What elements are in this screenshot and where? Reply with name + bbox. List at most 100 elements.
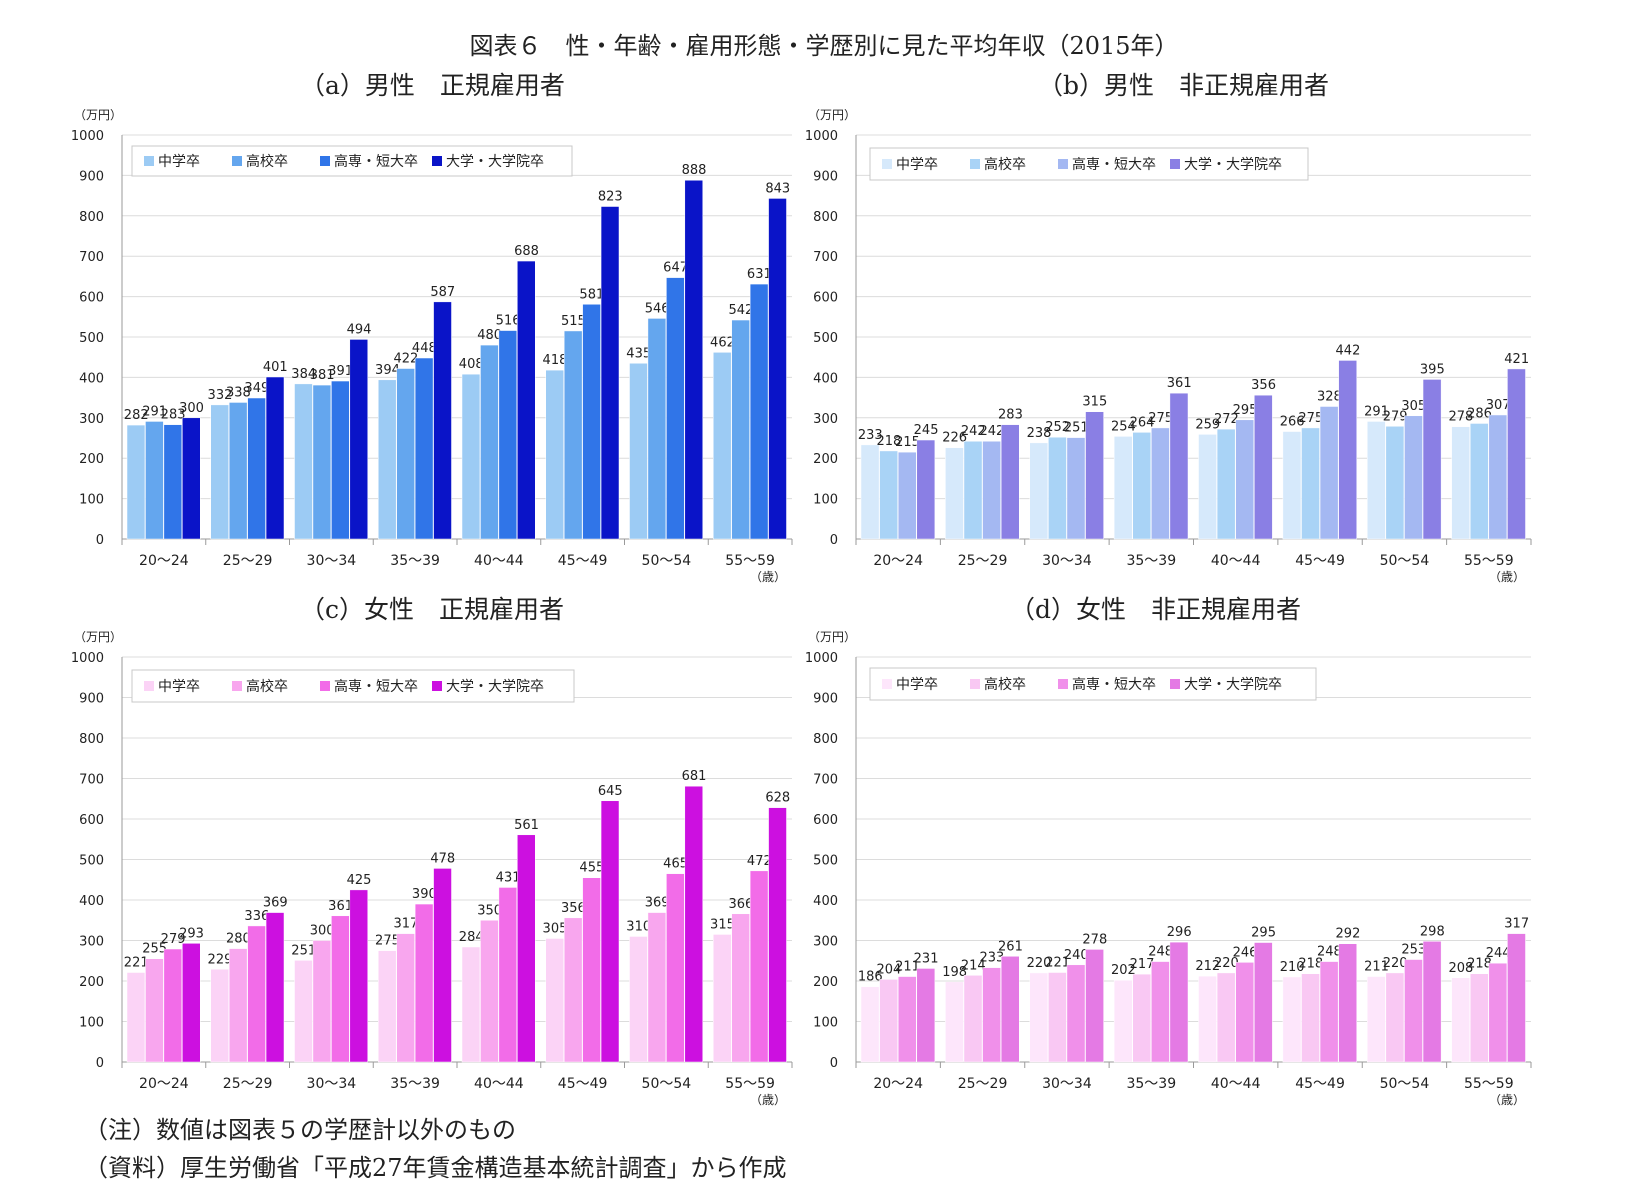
data-label: 350 bbox=[477, 903, 502, 918]
data-label: 645 bbox=[598, 784, 623, 799]
bar bbox=[163, 424, 183, 540]
bar bbox=[982, 440, 1001, 540]
data-label: 395 bbox=[1420, 362, 1445, 377]
y-tick-label: 900 bbox=[79, 692, 104, 707]
bar bbox=[1254, 394, 1273, 540]
bar bbox=[433, 301, 452, 540]
data-label: 546 bbox=[645, 301, 670, 316]
y-tick-label: 600 bbox=[813, 813, 838, 828]
data-label: 242 bbox=[979, 424, 1004, 439]
legend-label: 高専・短大卒 bbox=[1072, 676, 1156, 693]
bar bbox=[210, 404, 229, 540]
x-tick-label: 30～34 bbox=[1042, 1076, 1092, 1092]
x-tick-label: 45～49 bbox=[558, 1076, 608, 1092]
bar bbox=[749, 870, 769, 1063]
chart-d-title: （d）女性 非正規雇用者 bbox=[1010, 595, 1302, 624]
bar bbox=[860, 444, 880, 540]
data-label: 233 bbox=[979, 951, 1004, 966]
data-label: 221 bbox=[1045, 955, 1070, 970]
x-axis-unit: （歳） bbox=[750, 1093, 786, 1107]
data-label: 391 bbox=[328, 364, 353, 379]
x-tick-label: 35～39 bbox=[1126, 553, 1176, 569]
bar bbox=[1385, 972, 1405, 1063]
legend-swatch bbox=[882, 679, 892, 689]
bar bbox=[916, 439, 936, 540]
bar bbox=[545, 369, 564, 540]
x-tick-label: 50～54 bbox=[642, 1076, 692, 1092]
x-tick-label: 50～54 bbox=[1380, 1076, 1430, 1092]
bar bbox=[349, 889, 368, 1063]
data-label: 211 bbox=[1364, 960, 1389, 975]
bar bbox=[879, 979, 898, 1063]
data-label: 455 bbox=[579, 861, 604, 876]
x-tick-label: 35～39 bbox=[1126, 1076, 1176, 1092]
y-tick-label: 400 bbox=[813, 371, 838, 386]
bar bbox=[1319, 406, 1339, 540]
source-text: （資料）厚生労働省「平成27年賃金構造基本統計調査」から作成 bbox=[84, 1154, 787, 1182]
bar bbox=[1169, 941, 1189, 1063]
bar bbox=[1404, 415, 1423, 540]
y-tick-label: 300 bbox=[79, 935, 104, 950]
y-tick-label: 0 bbox=[96, 1056, 104, 1071]
legend-swatch bbox=[432, 156, 442, 166]
y-tick-label: 1000 bbox=[71, 129, 104, 144]
data-label: 369 bbox=[645, 896, 670, 911]
x-tick-label: 40～44 bbox=[474, 553, 524, 569]
bar bbox=[1385, 426, 1405, 540]
bar bbox=[731, 319, 750, 540]
bar bbox=[563, 917, 583, 1063]
data-label: 284 bbox=[459, 930, 484, 945]
bar bbox=[517, 834, 536, 1063]
legend-label: 高校卒 bbox=[984, 156, 1026, 173]
bar bbox=[768, 807, 787, 1063]
y-axis-unit: （万円） bbox=[74, 630, 122, 644]
data-label: 494 bbox=[347, 322, 372, 337]
bar bbox=[1404, 959, 1423, 1063]
y-tick-label: 700 bbox=[813, 773, 838, 788]
bar bbox=[312, 940, 332, 1063]
legend-label: 高校卒 bbox=[984, 676, 1026, 693]
data-label: 418 bbox=[543, 353, 568, 368]
data-label: 888 bbox=[682, 163, 707, 178]
x-tick-label: 50～54 bbox=[642, 553, 692, 569]
bar bbox=[1085, 411, 1104, 540]
y-tick-label: 0 bbox=[830, 1056, 838, 1071]
data-label: 369 bbox=[263, 896, 288, 911]
bar bbox=[1451, 977, 1470, 1063]
legend-label: 高専・短大卒 bbox=[1072, 156, 1156, 173]
y-tick-label: 300 bbox=[813, 412, 838, 427]
data-label: 431 bbox=[496, 870, 521, 885]
x-axis-unit: （歳） bbox=[1489, 1093, 1525, 1107]
x-tick-label: 55～59 bbox=[1464, 1076, 1514, 1092]
legend-swatch bbox=[232, 681, 242, 691]
data-label: 286 bbox=[1467, 406, 1492, 421]
x-axis-unit: （歳） bbox=[750, 570, 786, 584]
bar bbox=[684, 785, 703, 1063]
data-label: 516 bbox=[496, 314, 521, 329]
data-label: 681 bbox=[682, 769, 707, 784]
y-axis-unit: （万円） bbox=[74, 108, 122, 122]
bar bbox=[545, 938, 564, 1063]
data-label: 275 bbox=[375, 934, 400, 949]
bar bbox=[265, 376, 285, 540]
x-tick-label: 55～59 bbox=[725, 1076, 775, 1092]
bar bbox=[265, 912, 285, 1063]
y-tick-label: 200 bbox=[813, 975, 838, 990]
bar bbox=[433, 868, 452, 1063]
data-label: 231 bbox=[914, 951, 939, 966]
x-tick-label: 50～54 bbox=[1380, 553, 1430, 569]
legend-label: 高専・短大卒 bbox=[334, 153, 418, 170]
bar bbox=[1422, 379, 1442, 540]
bar bbox=[1367, 421, 1386, 540]
y-tick-label: 100 bbox=[813, 493, 838, 508]
legend-box bbox=[869, 667, 1317, 701]
x-tick-label: 40～44 bbox=[1211, 553, 1261, 569]
data-label: 435 bbox=[626, 346, 651, 361]
bar bbox=[713, 934, 732, 1063]
chart-a-male-regular: 0 100 200 300 400 500 600 700 800 900 1000 （万円） （歳） 2… bbox=[71, 108, 793, 584]
data-label: 356 bbox=[1251, 378, 1276, 393]
data-label: 587 bbox=[430, 285, 455, 300]
y-tick-label: 700 bbox=[79, 773, 104, 788]
y-tick-label: 500 bbox=[79, 331, 104, 346]
